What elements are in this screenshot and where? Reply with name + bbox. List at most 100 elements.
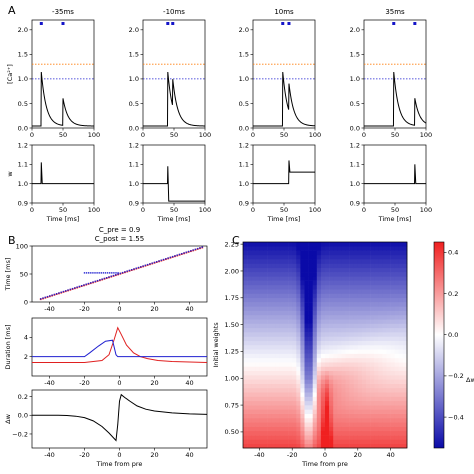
heatmap-cell (312, 246, 318, 251)
heatmap-cell (296, 349, 301, 354)
heatmap-cell (284, 387, 289, 393)
heatmap-cell (247, 387, 252, 393)
heatmap-cell (349, 383, 354, 389)
heatmap-cell (316, 259, 322, 264)
heatmap-cell (271, 357, 277, 363)
heatmap-cell (267, 340, 272, 346)
heatmap-cell (386, 349, 391, 354)
heatmap-cell (402, 345, 408, 350)
heatmap-cell (263, 259, 268, 264)
heatmap-cell (279, 430, 285, 436)
heatmap-cell (275, 284, 281, 290)
heatmap-cell (341, 439, 346, 445)
heatmap-cell (357, 332, 363, 337)
heatmap-cell (337, 443, 342, 449)
heatmap-cell (320, 353, 326, 359)
heatmap-cell (247, 400, 252, 406)
heatmap-cell (304, 314, 309, 320)
heatmap-cell (275, 435, 281, 440)
post-spike-point (94, 272, 96, 274)
heatmap-cell (341, 259, 346, 264)
heatmap-cell (325, 370, 330, 376)
heatmap-cell (353, 366, 359, 372)
heatmap-cell (366, 319, 371, 324)
heatmap-cell (366, 276, 371, 281)
heatmap-cell (263, 310, 268, 316)
heatmap-cell (312, 319, 318, 324)
heatmap-cell (247, 345, 252, 350)
heatmap-cell (398, 375, 404, 380)
heatmap-cell (320, 430, 326, 436)
heatmap-cell (300, 396, 305, 402)
heatmap-cell (333, 443, 338, 449)
heatmap-cell (337, 263, 342, 269)
heatmap-cell (370, 375, 375, 380)
heatmap-cell (390, 413, 395, 419)
heatmap-cell (308, 379, 313, 384)
heatmap-cell (259, 430, 264, 436)
heatmap-cell (247, 362, 252, 367)
heatmap-cell (329, 336, 334, 342)
heatmap-cell (320, 254, 326, 260)
heatmap-cell (378, 400, 383, 406)
heatmap-cell (341, 289, 346, 294)
heatmap-cell (255, 383, 260, 389)
heatmap-cell (308, 242, 313, 247)
heatmap-cell (304, 357, 309, 363)
heatmap-cell (353, 375, 359, 380)
heatmap-cell (333, 409, 338, 414)
heatmap-cell (320, 396, 326, 402)
heatmap-cell (247, 297, 252, 303)
heatmap-cell (271, 345, 277, 350)
heatmap-cell (312, 392, 318, 397)
heatmap-cell (300, 289, 305, 294)
heatmap-cell (329, 396, 334, 402)
post-spike-point (165, 258, 167, 260)
heatmap-cell (275, 417, 281, 423)
heatmap-cell (370, 409, 375, 414)
heatmap-cell (353, 349, 359, 354)
heatmap-cell (361, 443, 367, 449)
x-tick-label: 100 (199, 206, 211, 214)
heatmap-cell (300, 297, 305, 303)
heatmap-cell (402, 306, 408, 311)
heatmap-cell (271, 379, 277, 384)
heatmap-cell (333, 366, 338, 372)
heatmap-cell (247, 280, 252, 286)
heatmap-cell (275, 366, 281, 372)
heatmap-cell (300, 242, 305, 247)
heatmap-cell (341, 417, 346, 423)
heatmap-cell (333, 439, 338, 445)
heatmap-cell (345, 435, 350, 440)
heatmap-cell (296, 439, 301, 445)
heatmap-cell (279, 417, 285, 423)
heatmap-cell (279, 267, 285, 273)
heatmap-cell (259, 314, 264, 320)
x-tick-label: 0 (251, 131, 255, 139)
heatmap-cell (243, 297, 248, 303)
heatmap-cell (398, 284, 404, 290)
heatmap-cell (284, 417, 289, 423)
heatmap-cell (308, 387, 313, 393)
heatmap-cell (284, 336, 289, 342)
heatmap-cell (402, 417, 408, 423)
heatmap-cell (357, 289, 363, 294)
heatmap-cell (366, 293, 371, 299)
heatmap-cell (292, 280, 297, 286)
post-spike-point (96, 279, 99, 282)
heatmap-cell (255, 314, 260, 320)
post-spike-point (128, 269, 131, 272)
heatmap-cell (329, 366, 334, 372)
heatmap-cell (390, 353, 395, 359)
heatmap-cell (398, 272, 404, 277)
heatmap-cell (361, 392, 367, 397)
y-tick-label: 0.5 (350, 100, 360, 108)
heatmap-cell (374, 280, 379, 286)
heatmap-cell (337, 314, 342, 320)
heatmap-cell (349, 332, 354, 337)
heatmap-cell (341, 263, 346, 269)
heatmap-cell (259, 246, 264, 251)
heatmap-cell (279, 392, 285, 397)
heatmap-cell (353, 396, 359, 402)
heatmap-cell (374, 272, 379, 277)
